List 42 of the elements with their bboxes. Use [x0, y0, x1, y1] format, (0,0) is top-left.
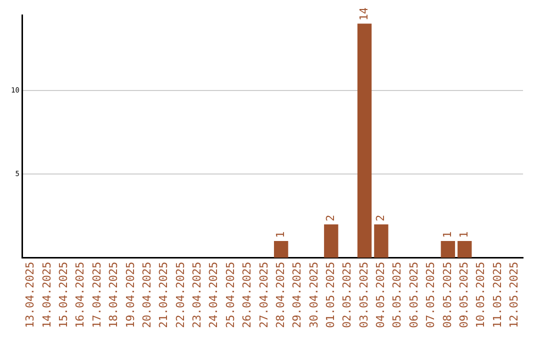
x-tick-label: 24.04.2025 [207, 262, 220, 328]
x-tick-label: 03.05.2025 [357, 262, 370, 328]
x-tick-label: 20.04.2025 [140, 262, 154, 328]
x-tick-label: 14.04.2025 [40, 262, 54, 328]
x-tick-label: 26.04.2025 [240, 262, 254, 328]
data-label: 1 [274, 231, 287, 238]
x-tick-label: 07.05.2025 [424, 262, 438, 328]
x-tick-label: 04.05.2025 [374, 262, 388, 328]
x-tick-label: 05.05.2025 [390, 262, 404, 328]
bar [440, 241, 456, 258]
x-tick-label: 13.04.2025 [24, 262, 37, 328]
x-tick-label: 22.04.2025 [174, 262, 187, 328]
x-tick-label: 12.05.2025 [508, 262, 521, 328]
x-tick-label: 10.05.2025 [474, 262, 488, 328]
x-tick-label: 23.04.2025 [190, 262, 204, 328]
x-tick-label: 28.04.2025 [274, 262, 287, 328]
x-tick-label: 17.04.2025 [90, 262, 104, 328]
bar [374, 224, 388, 258]
bar [458, 241, 472, 258]
x-tick-label: 15.04.2025 [57, 262, 70, 328]
x-tick-label: 18.04.2025 [107, 262, 120, 328]
data-label: 14 [357, 6, 370, 21]
bar [274, 241, 288, 258]
x-tick-label: 27.04.2025 [257, 262, 270, 328]
x-tick-label: 11.05.2025 [490, 262, 504, 328]
x-tick-label: 29.04.2025 [290, 262, 304, 328]
x-tick-label: 01.05.2025 [324, 262, 337, 328]
x-tick-label: 16.04.2025 [74, 262, 87, 328]
x-tick-label: 02.05.2025 [340, 262, 354, 328]
x-tick-label: 09.05.2025 [458, 262, 470, 328]
x-tick-label: 06.05.2025 [407, 262, 420, 328]
data-label: 2 [324, 214, 337, 222]
x-tick-label: 25.04.2025 [224, 262, 237, 328]
bar [357, 24, 372, 258]
x-tick-label: 30.04.2025 [307, 262, 320, 328]
x-tick-label: 21.04.2025 [157, 262, 170, 328]
data-label: 1 [458, 231, 470, 238]
bar [324, 224, 338, 258]
x-tick-label: 08.05.2025 [440, 262, 454, 328]
x-tick-label: 19.04.2025 [124, 262, 137, 328]
data-label: 2 [374, 214, 388, 222]
data-label: 1 [440, 231, 454, 238]
